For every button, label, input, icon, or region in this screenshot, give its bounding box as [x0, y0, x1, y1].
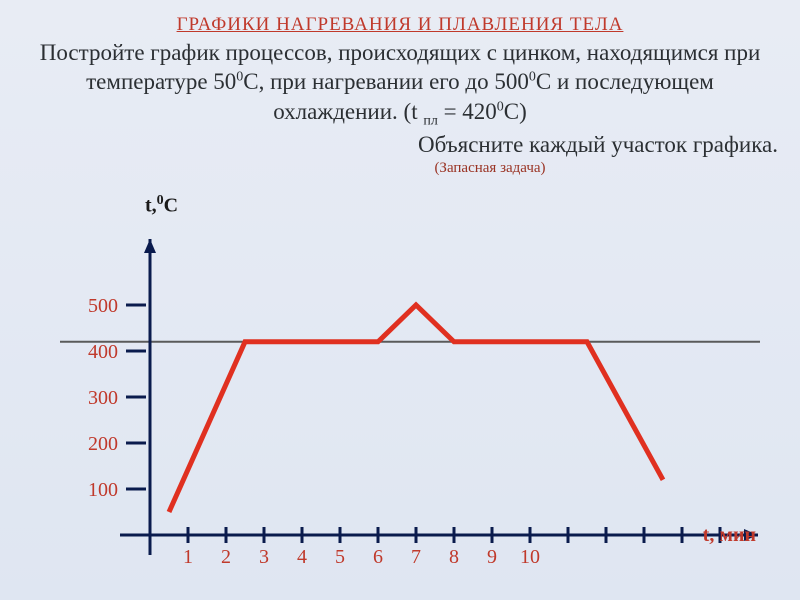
svg-text:5: 5 — [335, 546, 345, 568]
slide-root: ГРАФИКИ НАГРЕВАНИЯ И ПЛАВЛЕНИЯ ТЕЛА Пост… — [0, 0, 800, 600]
svg-text:3: 3 — [259, 546, 269, 568]
chart-area: t,0C t, мин 10020030040050012345678910 — [60, 225, 760, 585]
svg-text:9: 9 — [487, 546, 497, 568]
svg-text:2: 2 — [221, 546, 231, 568]
svg-text:300: 300 — [88, 387, 118, 409]
task-text: Постройте график процессов, происходящих… — [22, 38, 778, 130]
svg-text:7: 7 — [411, 546, 421, 568]
svg-text:8: 8 — [449, 546, 459, 568]
svg-text:4: 4 — [297, 546, 307, 568]
svg-text:200: 200 — [88, 433, 118, 455]
slide-title: ГРАФИКИ НАГРЕВАНИЯ И ПЛАВЛЕНИЯ ТЕЛА — [22, 14, 778, 36]
x-axis-label: t, мин — [703, 524, 756, 547]
svg-text:400: 400 — [88, 341, 118, 363]
explain-text: Объясните каждый участок графика. — [22, 132, 778, 158]
y-axis-label: t,0C — [145, 193, 178, 218]
backup-note: (Запасная задача) — [22, 160, 778, 177]
svg-text:6: 6 — [373, 546, 383, 568]
svg-text:500: 500 — [88, 295, 118, 317]
svg-text:1: 1 — [183, 546, 193, 568]
svg-text:100: 100 — [88, 479, 118, 501]
svg-text:10: 10 — [520, 546, 540, 568]
chart-svg: 100 200 300 400 500 1 2 3 4 5 6 7 8 9 10 — [60, 225, 760, 585]
